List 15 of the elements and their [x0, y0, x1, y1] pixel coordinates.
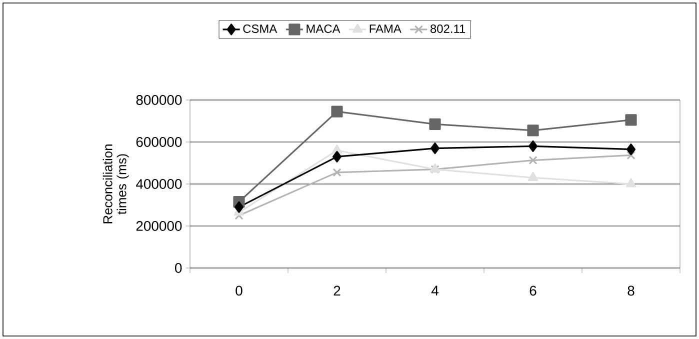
x-tick-label: 6: [530, 286, 536, 296]
y-tick-label: 0: [175, 263, 182, 273]
x-tick-label: 0: [236, 286, 242, 296]
x-tick-label: 2: [334, 286, 340, 296]
legend-label: 802.11: [430, 24, 466, 33]
y-axis-title: Reconciliation times (ms): [102, 144, 129, 224]
y-tick-label: 400000: [136, 179, 182, 189]
legend-label: CSMA: [243, 24, 278, 33]
x-tick-label: 4: [431, 286, 438, 296]
y-tick-label: 200000: [136, 221, 182, 231]
legend-label: FAMA: [370, 24, 402, 33]
y-tick-label: 600000: [136, 137, 182, 147]
y-tick-label: 800000: [136, 95, 182, 105]
legend-label: MACA: [306, 24, 340, 33]
x-tick-label: 8: [628, 286, 634, 296]
